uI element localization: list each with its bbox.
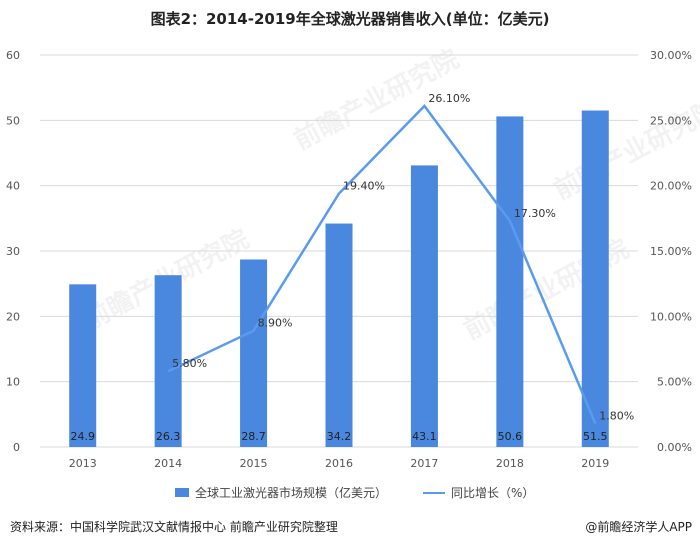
x-tick-label: 2019 bbox=[581, 457, 609, 470]
y-right-tick-label: 15.00% bbox=[650, 245, 692, 258]
y-right-tick-label: 5.00% bbox=[657, 376, 692, 389]
bar bbox=[496, 116, 524, 447]
growth-line bbox=[167, 104, 597, 424]
legend-label-line: 同比增长（%） bbox=[451, 486, 535, 500]
legend-item-line: 同比增长（%） bbox=[423, 484, 534, 501]
x-tick-label: 2016 bbox=[325, 457, 353, 470]
y-right-tick-label: 10.00% bbox=[650, 310, 692, 323]
legend-swatch-bar bbox=[175, 488, 189, 497]
chart-title: 图表2：2014-2019年全球激光器销售收入(单位：亿美元) bbox=[150, 10, 550, 28]
bar bbox=[69, 284, 97, 447]
y-left-tick-label: 30 bbox=[6, 245, 20, 258]
y-left-tick-label: 60 bbox=[6, 49, 20, 62]
growth-data-label: 17.30% bbox=[514, 207, 556, 220]
legend-swatch-line bbox=[423, 491, 445, 494]
x-tick-label: 2015 bbox=[240, 457, 268, 470]
bar-data-label: 28.7 bbox=[241, 430, 266, 443]
y-right-tick-label: 30.00% bbox=[650, 49, 692, 62]
source-note: 资料来源：中国科学院武汉文献情报中心 前瞻产业研究院整理 bbox=[10, 520, 338, 534]
growth-data-label: 1.80% bbox=[599, 409, 634, 422]
x-tick-label: 2017 bbox=[410, 457, 438, 470]
brand-note: @前瞻经济学人APP bbox=[585, 520, 692, 534]
y-right-tick-label: 25.00% bbox=[650, 114, 692, 127]
growth-data-label: 5.80% bbox=[172, 357, 207, 370]
bar-data-label: 24.9 bbox=[70, 430, 95, 443]
y-left-tick-label: 10 bbox=[6, 376, 20, 389]
y-left-tick-label: 40 bbox=[6, 180, 20, 193]
growth-data-label: 26.10% bbox=[428, 92, 470, 105]
legend-item-bar: 全球工业激光器市场规模（亿美元） bbox=[175, 484, 387, 501]
y-left-tick-label: 20 bbox=[6, 310, 20, 323]
growth-data-label: 8.90% bbox=[258, 317, 293, 330]
bar bbox=[410, 165, 438, 447]
bar-data-label: 51.5 bbox=[583, 430, 608, 443]
x-tick-label: 2018 bbox=[496, 457, 524, 470]
y-right-tick-label: 20.00% bbox=[650, 180, 692, 193]
legend-label-bar: 全球工业激光器市场规模（亿美元） bbox=[195, 486, 388, 500]
bar-data-label: 26.3 bbox=[156, 430, 181, 443]
legend: 全球工业激光器市场规模（亿美元） 同比增长（%） bbox=[0, 484, 700, 502]
y-left-tick-label: 0 bbox=[13, 441, 20, 454]
bar bbox=[325, 223, 353, 447]
bar bbox=[581, 110, 609, 448]
bar-data-label: 50.6 bbox=[498, 430, 523, 443]
bar bbox=[154, 275, 182, 447]
bar-data-label: 43.1 bbox=[412, 430, 437, 443]
y-left-tick-label: 50 bbox=[6, 114, 20, 127]
bar bbox=[240, 259, 268, 447]
x-tick-label: 2013 bbox=[69, 457, 97, 470]
x-tick-label: 2014 bbox=[154, 457, 182, 470]
bar-data-label: 34.2 bbox=[327, 430, 352, 443]
growth-data-label: 19.40% bbox=[343, 180, 385, 193]
y-right-tick-label: 0.00% bbox=[657, 441, 692, 454]
